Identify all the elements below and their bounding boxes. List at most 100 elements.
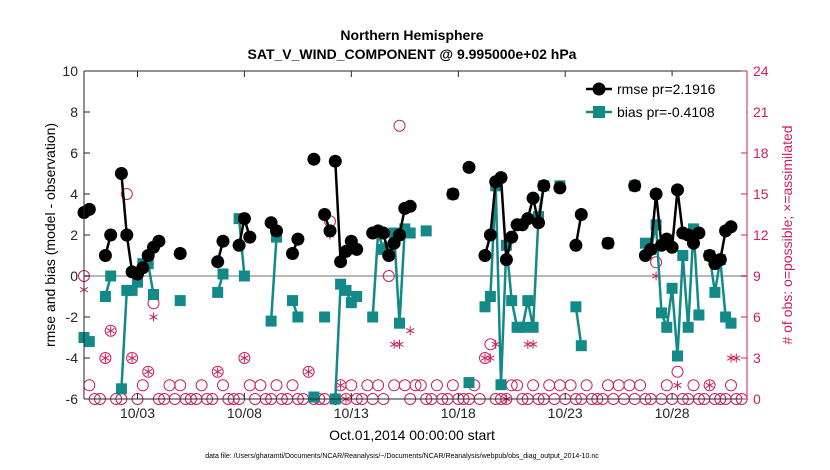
y2-tick-label: 18 [753, 145, 769, 161]
rmse-marker [82, 202, 96, 216]
obs-possible-marker [409, 379, 422, 392]
rmse-marker [291, 232, 305, 246]
rmse-marker [334, 255, 348, 269]
bias-marker [115, 383, 127, 395]
obs-possible-marker [174, 379, 187, 392]
rmse-marker [339, 244, 353, 258]
obs-possible-marker [446, 379, 459, 392]
rmse-marker [644, 242, 658, 256]
obs-assimilated-marker [486, 353, 495, 363]
obs-possible-marker [99, 352, 112, 364]
obs-possible-marker [136, 379, 149, 392]
obs-possible-marker [382, 270, 395, 282]
x-tick-label: 10/08 [227, 405, 262, 421]
bias-line [574, 306, 583, 346]
rmse-marker [526, 191, 540, 205]
data-file-footer: data file: /Users/gharamti/Documents/NCA… [205, 453, 599, 460]
x-tick-label: 10/18 [441, 405, 476, 421]
obs-assimilated-marker [304, 367, 313, 377]
bias-marker [677, 250, 689, 261]
bias-marker [105, 270, 117, 282]
y2-tick-label: 3 [753, 350, 761, 366]
obs-possible-marker [126, 352, 139, 364]
obs-possible-marker [142, 365, 155, 378]
bias-marker [148, 289, 159, 300]
bias-marker [522, 295, 534, 307]
rmse-marker [211, 255, 225, 269]
obs-assimilated-marker [101, 353, 110, 363]
obs-possible-marker [725, 379, 737, 392]
obs-possible-marker [511, 379, 524, 392]
legend-bias-marker [593, 106, 605, 118]
rmse-marker [382, 249, 396, 262]
chart-subtitle: SAT_V_WIND_COMPONENT @ 9.995000e+02 hPa [248, 46, 577, 62]
rmse-marker [665, 240, 679, 254]
rmse-marker [553, 181, 567, 195]
x-tick-label: 10/28 [655, 405, 690, 421]
rmse-marker [393, 228, 406, 242]
rmse-marker [537, 179, 551, 193]
bias-marker [650, 219, 662, 231]
obs-assimilated-marker [528, 339, 538, 349]
bias-marker [340, 284, 352, 296]
x-tick-label: 10/13 [334, 405, 369, 421]
asterisk-stroke [486, 355, 495, 361]
y-tick-label: 10 [62, 63, 78, 79]
bias-marker [709, 286, 721, 298]
bias-marker [404, 227, 416, 239]
obs-assimilated-marker [673, 380, 682, 390]
rmse-marker [628, 179, 642, 193]
obs-possible-marker [254, 379, 267, 392]
x-tick-label: 10/03 [120, 405, 155, 421]
y-tick-label: 8 [70, 104, 78, 120]
legend-bias-label: bias pr=-0.4108 [617, 104, 715, 120]
obs-possible-marker [564, 379, 577, 392]
bias-line [269, 237, 278, 322]
asterisk-stroke [732, 355, 741, 361]
asterisk-stroke [395, 341, 404, 348]
obs-possible-marker [527, 379, 540, 392]
obs-possible-marker [372, 379, 385, 392]
rmse-marker [521, 212, 535, 226]
asterisk-stroke [304, 368, 313, 375]
rmse-marker [307, 152, 321, 166]
y-tick-label: 6 [70, 145, 78, 161]
y2-tick-label: 6 [753, 309, 761, 325]
asterisk-stroke [240, 355, 249, 361]
y-tick-label: -6 [66, 391, 79, 407]
y2-axis-label: # of obs: o=possible; ×=assimilated [779, 125, 795, 344]
bias-marker [672, 350, 683, 362]
bias-marker [335, 278, 347, 290]
bias-marker [661, 321, 673, 333]
rmse-marker [328, 154, 342, 168]
rmse-marker [687, 236, 700, 250]
legend-box [582, 76, 746, 126]
bias-marker [367, 311, 379, 323]
obs-assimilated-marker [336, 380, 345, 390]
bias-marker [83, 336, 95, 348]
rmse-marker [713, 253, 727, 267]
rmse-marker [494, 171, 508, 185]
bias-marker [656, 307, 667, 319]
rmse-marker [574, 208, 588, 221]
rmse-marker [152, 234, 166, 248]
obs-possible-marker [687, 379, 700, 392]
y-tick-label: -4 [66, 350, 79, 366]
obs-possible-marker [393, 119, 406, 132]
rmse-series [77, 152, 738, 281]
y2-tick-label: 21 [753, 104, 769, 120]
obs-possible-marker [302, 365, 315, 378]
y2-tick-label: 24 [753, 63, 769, 79]
obs-possible-marker [634, 379, 647, 392]
bias-marker [292, 311, 304, 323]
bias-marker [420, 225, 432, 237]
obs-possible-marker [580, 379, 593, 392]
bias-line [483, 184, 546, 386]
obs-assimilated-marker [395, 339, 404, 349]
legend: rmse pr=2.1916 bias pr=-0.4108 [582, 76, 746, 126]
asterisk-stroke [491, 341, 500, 348]
bias-marker [174, 295, 186, 307]
obs-assimilated-marker [491, 339, 500, 349]
rmse-marker [692, 226, 706, 240]
rmse-marker [483, 228, 497, 242]
